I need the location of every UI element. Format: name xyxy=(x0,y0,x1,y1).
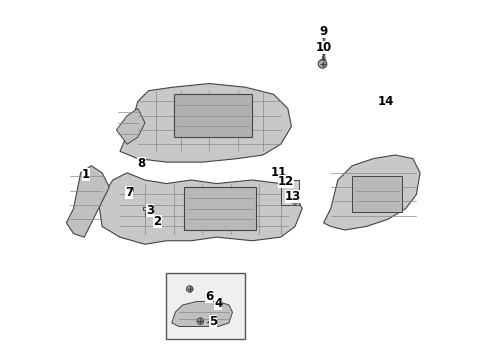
Polygon shape xyxy=(172,301,232,327)
Polygon shape xyxy=(323,155,420,230)
Bar xyxy=(145,212,149,216)
Text: 5: 5 xyxy=(209,315,217,328)
Text: 8: 8 xyxy=(137,157,146,170)
Text: 12: 12 xyxy=(278,175,294,188)
Text: 2: 2 xyxy=(153,215,162,228)
Polygon shape xyxy=(120,84,292,162)
Text: 7: 7 xyxy=(125,186,133,199)
Text: 10: 10 xyxy=(316,41,332,54)
Polygon shape xyxy=(98,173,302,244)
Bar xyxy=(184,187,256,230)
Polygon shape xyxy=(117,109,145,144)
Circle shape xyxy=(197,318,203,324)
Bar xyxy=(281,180,298,205)
Circle shape xyxy=(186,286,193,292)
Text: 6: 6 xyxy=(205,289,214,303)
Text: 1: 1 xyxy=(82,168,90,181)
Circle shape xyxy=(318,60,327,68)
Text: 13: 13 xyxy=(285,190,301,203)
Text: 9: 9 xyxy=(319,25,328,38)
Bar xyxy=(352,176,402,212)
Text: 4: 4 xyxy=(214,297,222,310)
Text: 3: 3 xyxy=(147,204,154,217)
Bar xyxy=(143,207,147,210)
Text: 11: 11 xyxy=(271,166,287,179)
Polygon shape xyxy=(66,166,109,237)
Bar xyxy=(173,94,252,137)
Text: 14: 14 xyxy=(378,95,394,108)
FancyBboxPatch shape xyxy=(167,273,245,339)
